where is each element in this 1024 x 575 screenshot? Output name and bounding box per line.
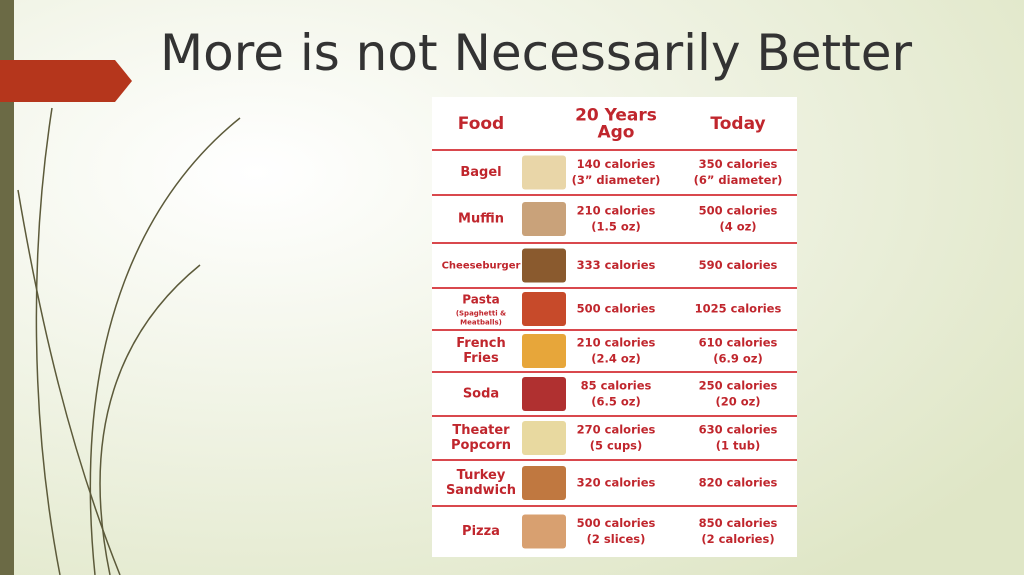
calories-then: (1.5 oz)	[591, 220, 640, 234]
side-bar	[0, 0, 14, 575]
food-name: Pizza	[462, 524, 500, 539]
calories-today: 1025 calories	[695, 302, 782, 316]
calories-today: 850 calories	[699, 516, 778, 530]
food-photo	[522, 248, 566, 283]
calories-then: (5 cups)	[590, 439, 643, 453]
calories-today: (6.9 oz)	[713, 352, 762, 366]
calories-today: 610 calories	[699, 336, 778, 350]
calories-then: (3” diameter)	[572, 173, 661, 187]
food-name: Muffin	[458, 212, 504, 227]
calories-today: 350 calories	[699, 157, 778, 171]
calories-today: (2 calories)	[701, 532, 774, 546]
food-photo	[522, 421, 566, 455]
header-cell: 20 Years	[575, 106, 657, 126]
food-name: Bagel	[460, 165, 501, 180]
calories-then: 140 calories	[577, 157, 656, 171]
calories-then: 500 calories	[577, 516, 656, 530]
calories-then: 210 calories	[577, 336, 656, 350]
calories-today: 500 calories	[699, 204, 778, 218]
calories-then: (2.4 oz)	[591, 352, 640, 366]
calories-then: 333 calories	[577, 258, 656, 272]
food-name: Fries	[463, 351, 499, 366]
calories-then: 85 calories	[581, 379, 652, 393]
food-name: French	[456, 336, 506, 351]
header-cell: Ago	[597, 123, 634, 143]
food-note: (Spaghetti &	[456, 310, 506, 318]
food-name: Pasta	[462, 293, 500, 307]
slide-title: More is not Necessarily Better	[160, 24, 912, 82]
calories-today: (6” diameter)	[694, 173, 783, 187]
calories-then: 210 calories	[577, 204, 656, 218]
header-cell: Today	[710, 114, 765, 134]
food-photo	[522, 377, 566, 411]
food-name: Soda	[463, 387, 499, 402]
decor-curves	[17, 107, 241, 575]
calories-today: (4 oz)	[719, 220, 756, 234]
table-background	[432, 97, 797, 557]
food-photo	[522, 155, 566, 190]
calories-then: 270 calories	[577, 423, 656, 437]
calories-today: 630 calories	[699, 423, 778, 437]
food-note: Meatballs)	[460, 319, 502, 327]
calories-today: (1 tub)	[716, 439, 760, 453]
food-photo	[522, 202, 566, 236]
food-name: Cheeseburger	[442, 261, 521, 272]
food-name: Sandwich	[446, 483, 516, 498]
calories-today: 820 calories	[699, 476, 778, 490]
food-photo	[522, 466, 566, 500]
food-name: Popcorn	[451, 438, 511, 453]
calories-then: 500 calories	[577, 302, 656, 316]
calories-today: (20 oz)	[715, 395, 760, 409]
food-photo	[522, 514, 566, 549]
food-name: Theater	[452, 423, 510, 438]
food-photo	[522, 334, 566, 368]
calories-today: 590 calories	[699, 258, 778, 272]
header-cell: Food	[458, 114, 504, 134]
calories-then: (6.5 oz)	[591, 395, 640, 409]
food-name: Turkey	[457, 468, 506, 483]
calories-then: (2 slices)	[587, 532, 646, 546]
calories-today: 250 calories	[699, 379, 778, 393]
food-photo	[522, 292, 566, 326]
calories-then: 320 calories	[577, 476, 656, 490]
title-arrow	[0, 60, 132, 102]
